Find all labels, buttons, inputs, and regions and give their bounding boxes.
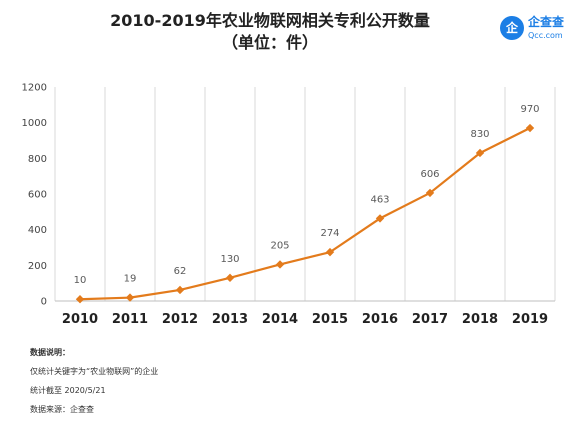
data-label: 970 xyxy=(520,104,539,115)
chart-title: 2010-2019年农业物联网相关专利公开数量 （单位：件） xyxy=(0,10,540,54)
data-label: 606 xyxy=(420,169,439,180)
chart-title-line1: 2010-2019年农业物联网相关专利公开数量 xyxy=(110,11,430,30)
y-tick-label: 1000 xyxy=(22,118,47,129)
x-tick-label: 2013 xyxy=(212,312,248,327)
x-tick-label: 2018 xyxy=(462,312,498,327)
data-point xyxy=(225,273,235,283)
notes-heading: 数据说明： xyxy=(30,348,70,357)
logo-name: 企查查 xyxy=(528,15,565,29)
x-tick-label: 2014 xyxy=(262,312,298,327)
y-tick-label: 0 xyxy=(41,297,47,308)
logo-domain: Qcc.com xyxy=(528,31,563,40)
y-tick-label: 400 xyxy=(28,225,47,236)
y-tick-label: 600 xyxy=(28,190,47,201)
data-label: 830 xyxy=(470,129,489,140)
data-point xyxy=(525,123,535,133)
data-label: 130 xyxy=(220,254,239,265)
line-chart: 0 200 400 600 800 1000 1200 2010 2011 2012 2013 201… xyxy=(22,83,556,328)
x-tick-label: 2011 xyxy=(112,312,148,327)
data-point xyxy=(325,247,335,257)
data-label: 205 xyxy=(270,240,289,251)
data-label: 62 xyxy=(174,266,187,277)
data-label: 274 xyxy=(320,228,339,239)
x-tick-label: 2017 xyxy=(412,312,448,327)
axis-layer: 0 200 400 600 800 1000 1200 2010 2011 2012 2013 201… xyxy=(22,83,549,328)
x-tick-label: 2012 xyxy=(162,312,198,327)
y-tick-label: 200 xyxy=(28,261,47,272)
x-tick-label: 2019 xyxy=(512,312,548,327)
x-tick-label: 2016 xyxy=(362,312,398,327)
logo-qichacha-icon: 企 xyxy=(500,16,524,40)
line-layer xyxy=(75,123,535,304)
grid-layer xyxy=(54,87,556,302)
data-point xyxy=(375,214,385,223)
chart-title-line2: （单位：件） xyxy=(221,33,318,52)
y-tick-label: 1200 xyxy=(22,83,47,94)
notes-line-2: 统计截至 2020/5/21 xyxy=(30,386,106,395)
data-label: 10 xyxy=(74,275,87,286)
brand-logo: 企 企查查 Qcc.com xyxy=(500,14,576,46)
label-layer: 10 19 62 130 205 274 463 606 830 970 xyxy=(74,104,540,286)
x-tick-label: 2015 xyxy=(312,312,348,327)
x-tick-label: 2010 xyxy=(62,312,98,327)
data-point xyxy=(425,188,435,198)
data-point xyxy=(75,295,85,304)
data-label: 19 xyxy=(124,274,137,285)
data-point xyxy=(175,285,185,295)
data-notes: 数据说明： 仅统计关键字为“农业物联网”的企业 统计截至 2020/5/21 数… xyxy=(30,343,158,419)
data-label: 463 xyxy=(370,194,389,205)
y-tick-label: 800 xyxy=(28,154,47,165)
data-point xyxy=(475,148,485,158)
data-point xyxy=(275,260,285,269)
series-line xyxy=(79,127,531,301)
notes-line-3: 数据来源：企查查 xyxy=(30,405,94,414)
notes-line-1: 仅统计关键字为“农业物联网”的企业 xyxy=(30,367,159,376)
